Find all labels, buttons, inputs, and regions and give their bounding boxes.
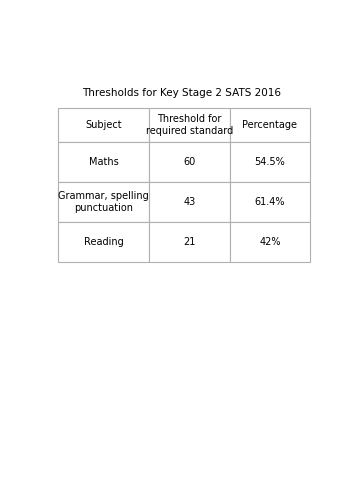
Text: Threshold for
required standard: Threshold for required standard (145, 114, 233, 136)
Text: 61.4%: 61.4% (255, 197, 285, 207)
Text: Subject: Subject (85, 120, 122, 130)
Text: 60: 60 (183, 157, 195, 167)
Bar (58, 182, 149, 222)
Bar (149, 108, 230, 142)
Bar (149, 222, 230, 262)
Text: Thresholds for Key Stage 2 SATS 2016: Thresholds for Key Stage 2 SATS 2016 (82, 88, 281, 98)
Bar (58, 142, 149, 182)
Bar (58, 108, 149, 142)
Text: Maths: Maths (88, 157, 118, 167)
Bar (230, 108, 310, 142)
Text: 54.5%: 54.5% (255, 157, 285, 167)
Text: 21: 21 (183, 237, 195, 247)
Bar (58, 222, 149, 262)
Text: Reading: Reading (84, 237, 123, 247)
Text: 43: 43 (183, 197, 195, 207)
Bar (149, 142, 230, 182)
Bar (230, 222, 310, 262)
Bar (230, 182, 310, 222)
Bar (149, 182, 230, 222)
Bar (230, 142, 310, 182)
Text: 42%: 42% (259, 237, 281, 247)
Text: Grammar, spelling
punctuation: Grammar, spelling punctuation (58, 191, 149, 214)
Text: Percentage: Percentage (242, 120, 297, 130)
